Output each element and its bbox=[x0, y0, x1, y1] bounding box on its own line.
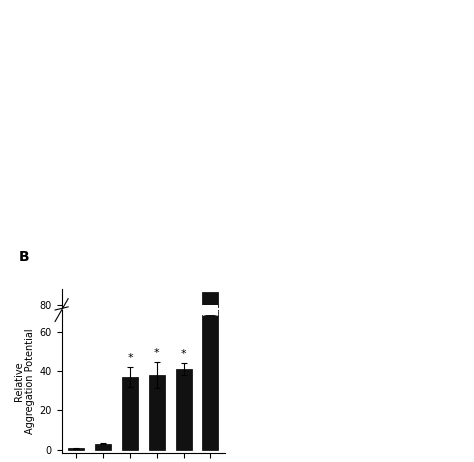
Bar bbox=[95, 353, 111, 355]
Bar bbox=[202, 253, 219, 450]
Bar bbox=[202, 305, 219, 315]
Bar bbox=[175, 369, 191, 450]
Bar bbox=[202, 292, 219, 355]
Bar bbox=[149, 375, 165, 450]
Bar bbox=[202, 306, 219, 309]
Text: *: * bbox=[154, 348, 160, 359]
Text: *: * bbox=[181, 349, 186, 359]
Text: *: * bbox=[181, 316, 186, 326]
Bar bbox=[149, 331, 165, 355]
Text: *: * bbox=[127, 317, 133, 328]
Text: B: B bbox=[19, 250, 29, 264]
Bar bbox=[68, 448, 84, 450]
Text: *: * bbox=[154, 316, 160, 326]
Bar bbox=[95, 444, 111, 450]
Bar bbox=[122, 332, 138, 355]
Text: *: * bbox=[127, 353, 133, 363]
Bar bbox=[175, 329, 191, 355]
Bar bbox=[122, 377, 138, 450]
Y-axis label: Relative
Aggregation Potential: Relative Aggregation Potential bbox=[14, 328, 36, 434]
